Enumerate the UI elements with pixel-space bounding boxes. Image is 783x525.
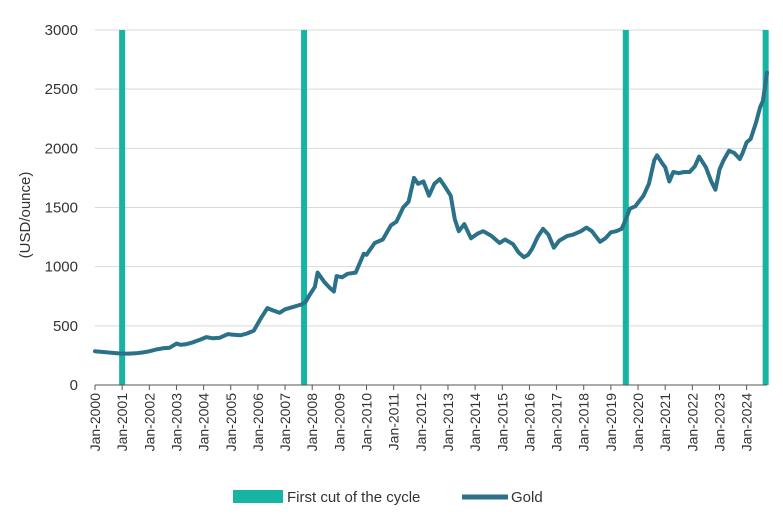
x-tick-label: Jan-2022 [684,393,700,452]
first-cut-bar [762,30,769,385]
y-tick-label: 1000 [45,259,78,276]
y-tick-label: 1500 [45,200,78,217]
y-axis-label: (USD/ounce) [17,172,34,259]
x-tick-labels: Jan-2000 Jan-2001 Jan-2002 Jan-2003 Jan-2004… [87,393,755,452]
x-tick-label: Jan-2011 [386,393,402,451]
x-tick-label: Jan-2004 [196,393,212,452]
x-tick-label: Jan-2006 [250,393,266,452]
x-axis [94,384,767,390]
y-tick-label: 0 [70,377,78,394]
x-tick-label: Jan-2020 [630,393,646,452]
legend: First cut of the cycle Gold [233,489,543,506]
x-tick-label: Jan-2010 [359,393,375,452]
first-cut-bars [119,30,769,385]
legend-swatch-first-cut [233,490,283,503]
x-tick-label: Jan-2007 [277,393,293,452]
gold-line [93,70,769,356]
x-tick-label: Jan-2019 [603,393,619,452]
y-tick-label: 2500 [45,81,78,98]
x-tick-label: Jan-2002 [141,393,157,452]
x-tick-label: Jan-2012 [413,393,429,452]
y-tick-label: 3000 [45,22,78,39]
first-cut-bar [622,30,629,385]
x-tick-label: Jan-2021 [657,393,673,452]
x-tick-label: Jan-2018 [576,393,592,452]
y-tick-labels: 0 500 1000 1500 2000 2500 3000 [45,22,78,394]
y-tick-label: 500 [53,318,78,335]
grid-lines [95,29,767,327]
first-cut-bar [301,30,308,385]
x-tick-label: Jan-2001 [114,393,130,452]
x-tick-label: Jan-2016 [521,393,537,452]
legend-label-first-cut: First cut of the cycle [287,489,420,506]
x-tick-label: Jan-2005 [223,393,239,452]
x-tick-label: Jan-2000 [87,393,103,452]
x-tick-label: Jan-2015 [494,393,510,452]
x-tick-label: Jan-2024 [739,393,755,452]
y-tick-label: 2000 [45,140,78,157]
legend-label-gold: Gold [511,489,543,506]
x-tick-label: Jan-2014 [467,393,483,452]
x-tick-label: Jan-2008 [304,393,320,452]
x-tick-label: Jan-2013 [440,393,456,452]
x-tick-label: Jan-2003 [169,393,185,452]
first-cut-bar [119,30,126,385]
gold-series [93,70,769,356]
x-tick-label: Jan-2023 [712,393,728,452]
x-tick-label: Jan-2009 [331,393,347,452]
x-tick-label: Jan-2017 [549,393,565,452]
